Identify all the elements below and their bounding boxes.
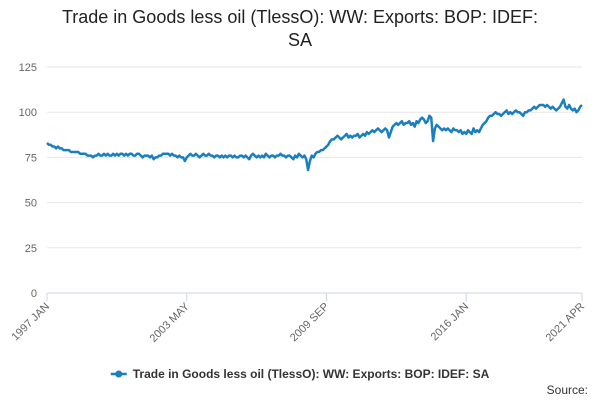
- legend-marker: [115, 370, 123, 378]
- y-tick-label: 50: [25, 198, 37, 210]
- x-tick-label: 2003 MAY: [148, 300, 193, 345]
- legend-label: Trade in Goods less oil (TlessO): WW: Ex…: [133, 367, 490, 381]
- y-tick-label: 0: [31, 288, 37, 300]
- y-tick-label: 125: [19, 62, 37, 74]
- y-tick-label: 25: [25, 243, 37, 255]
- y-tick-label: 75: [25, 152, 37, 164]
- chart-title: Trade in Goods less oil (TlessO): WW: Ex…: [61, 7, 539, 50]
- y-tick-label: 100: [19, 107, 37, 119]
- x-tick-label: 2016 JAN: [429, 301, 472, 344]
- source-label: Source:: [547, 383, 588, 397]
- x-tick-label: 1997 JAN: [9, 301, 52, 344]
- series-line: [46, 98, 583, 172]
- x-tick-label: 2021 APR: [544, 301, 588, 345]
- x-tick-label: 2009 SEP: [288, 301, 332, 345]
